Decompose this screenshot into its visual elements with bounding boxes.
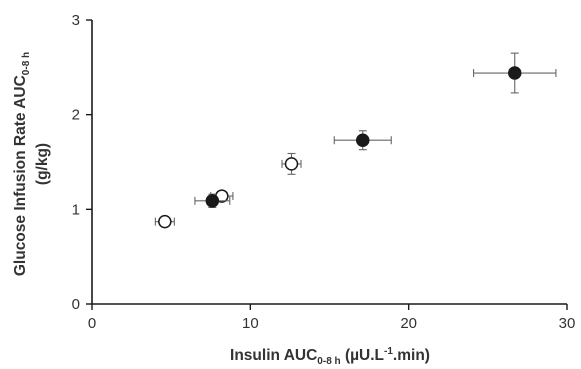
y-tick-label: 1 — [72, 201, 80, 218]
x-tick-label: 20 — [400, 315, 417, 332]
y-tick-label: 0 — [72, 296, 80, 313]
x-axis-title-main: Insulin AUC — [230, 347, 317, 364]
y-tick-label: 2 — [72, 107, 80, 124]
axes-frame — [91, 20, 567, 305]
y-tick-label: 3 — [72, 12, 80, 29]
x-axis-title-superscript: -1 — [384, 346, 393, 357]
y-axis-title-main: Glucose Infusion Rate AUC — [12, 75, 29, 276]
x-axis-title-subscript: 0-8 h — [317, 356, 340, 367]
x-tick-label: 0 — [88, 315, 96, 332]
y-axis-title-unit: (g/kg) — [34, 143, 51, 185]
svg-text:Glucose Infusion Rate AUC0-8 h: Glucose Infusion Rate AUC0-8 h — [12, 52, 32, 276]
plot-area: 0 10 20 30 0 1 2 3 — [72, 12, 576, 332]
x-tick-label: 30 — [559, 315, 576, 332]
data-point-filled — [205, 194, 220, 208]
data-point-open — [284, 157, 299, 171]
x-tick-label: 10 — [242, 315, 259, 332]
y-axis-title-subscript: 0-8 h — [21, 52, 32, 75]
x-axis-title-unit-end: .min) — [393, 347, 430, 364]
y-axis-title: Glucose Infusion Rate AUC0-8 h (g/kg) — [12, 52, 51, 276]
data-point-filled — [356, 133, 370, 147]
data-point-open — [158, 214, 172, 229]
x-axis-title-unit-start: (µU.L — [341, 347, 384, 364]
svg-text:Insulin AUC0-8 h (µU.L-1.min): Insulin AUC0-8 h (µU.L-1.min) — [230, 346, 430, 367]
data-point-filled — [508, 66, 522, 80]
x-axis-title: Insulin AUC0-8 h (µU.L-1.min) — [230, 346, 430, 367]
